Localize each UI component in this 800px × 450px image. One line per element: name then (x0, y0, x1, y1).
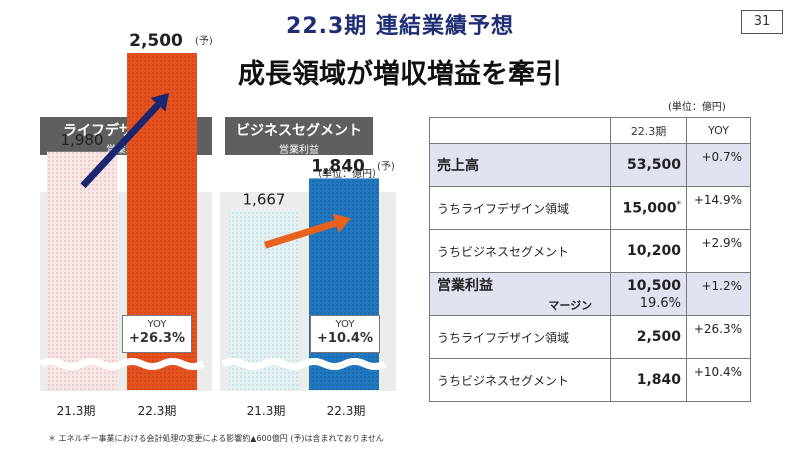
row-label: うちビジネスセグメント (428, 358, 612, 402)
left-panel-unit: （単位：億円） (131, 169, 201, 180)
left-chart-background (40, 192, 212, 391)
left-panel-name: ライフデザイン領域 (63, 123, 189, 139)
footnote: ＊ エネルギー事業における会計処理の変更による影響約▲600億円 (予)は含まれ… (48, 434, 384, 443)
left-xlabel-forecast: 22.3期 (137, 404, 177, 418)
row-value: 10,500 19.6% (610, 272, 688, 316)
row-label: 売上高 (428, 143, 612, 187)
right-panel-header: ビジネスセグメント 営業利益 (225, 117, 373, 156)
table-row-lifedesign-income: うちライフデザイン領域 2,500 +26.3% (428, 315, 751, 359)
row-label: うちライフデザイン領域 (428, 186, 612, 230)
row-label-main: 営業利益 (437, 278, 493, 294)
row-value: 15,000* (610, 186, 688, 230)
right-chart-background (220, 192, 396, 391)
left-yoy-label: YOY (147, 319, 167, 330)
row-value: 10,200 (610, 229, 688, 273)
left-panel-header: ライフデザイン領域 営業利益 (40, 117, 212, 156)
right-yoy-box: YOY +10.4% (310, 315, 380, 353)
row-label: うちビジネスセグメント (428, 229, 612, 273)
forecast-table: 22.3期 YOY 売上高 53,500 +0.7% うちライフデザイン領域 1… (428, 117, 751, 402)
page-subtitle: 成長領域が増収増益を牽引 (238, 59, 562, 90)
row-yoy: +0.7% (686, 143, 751, 187)
table-row-operating-income: 営業利益 マージン 10,500 19.6% +1.2% (428, 272, 751, 316)
row-label: 営業利益 マージン (428, 272, 612, 316)
table-row-lifedesign-sales: うちライフデザイン領域 15,000* +14.9% (428, 186, 751, 230)
row-value: 1,840 (610, 358, 688, 402)
row-label: うちライフデザイン領域 (428, 315, 612, 359)
table-row-business-sales: うちビジネスセグメント 10,200 +2.9% (428, 229, 751, 273)
right-xlabel-prior: 21.3期 (246, 404, 286, 418)
page-number: 31 (741, 10, 783, 34)
left-panel-metric: 営業利益 (106, 145, 146, 156)
table-header-row: 22.3期 YOY (428, 117, 751, 144)
table-row-business-income: うちビジネスセグメント 1,840 +10.4% (428, 358, 751, 402)
right-panel-metric: 営業利益 (279, 145, 319, 156)
right-panel-unit: （単位：億円） (312, 169, 382, 180)
table-header-blank (428, 117, 612, 144)
row-value-number: 15,000 (622, 200, 677, 217)
row-value-margin: 19.6% (639, 295, 682, 311)
right-panel-name: ビジネスセグメント (236, 123, 362, 139)
right-xlabel-forecast: 22.3期 (326, 404, 366, 418)
row-value: 2,500 (610, 315, 688, 359)
page-title: 22.3期 連結業績予想 (286, 14, 514, 39)
left-yoy-box: YOY +26.3% (122, 315, 192, 353)
left-xlabel-prior: 21.3期 (56, 404, 96, 418)
table-header-period: 22.3期 (610, 117, 688, 144)
right-yoy-label: YOY (335, 319, 355, 330)
left-growth-arrowhead (150, 93, 169, 112)
row-value-mark: * (676, 199, 682, 210)
row-value-main: 10,500 (627, 277, 682, 294)
right-yoy-value: +10.4% (317, 331, 373, 346)
row-yoy: +26.3% (686, 315, 751, 359)
left-yoy-value: +26.3% (129, 331, 185, 346)
table-row-sales: 売上高 53,500 +0.7% (428, 143, 751, 187)
row-yoy: +14.9% (686, 186, 751, 230)
row-yoy: +1.2% (686, 272, 751, 316)
table-header-yoy: YOY (686, 117, 751, 144)
row-yoy: +2.9% (686, 229, 751, 273)
row-label-margin: マージン (548, 299, 593, 312)
row-yoy: +10.4% (686, 358, 751, 402)
row-value: 53,500 (610, 143, 688, 187)
table-unit: (単位：億円) (668, 102, 726, 113)
